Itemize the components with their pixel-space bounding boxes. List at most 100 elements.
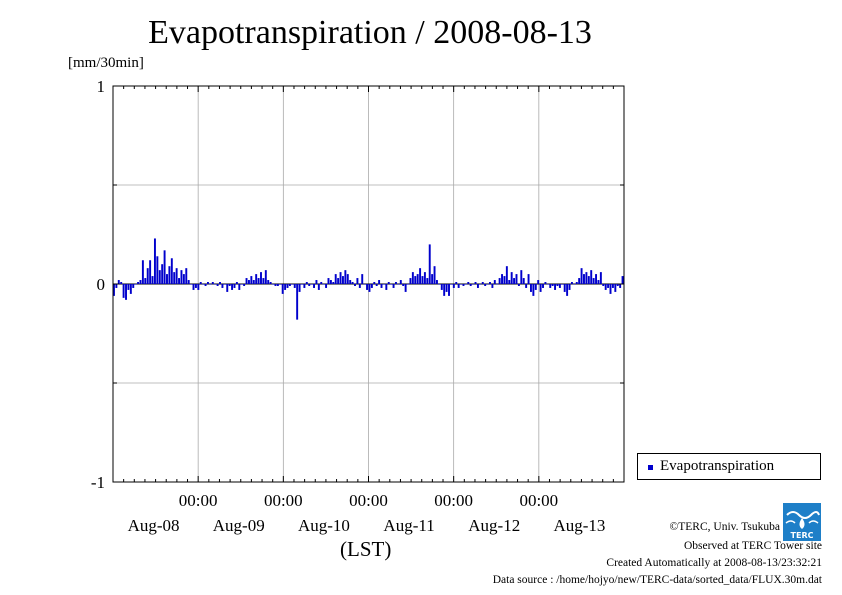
data-bar xyxy=(370,284,373,288)
data-bar xyxy=(354,284,356,286)
observed-text: Observed at TERC Tower site xyxy=(683,540,822,552)
data-bar xyxy=(175,268,178,284)
data-bar xyxy=(546,284,549,285)
data-bar xyxy=(568,284,571,290)
data-bar xyxy=(498,278,501,284)
data-bar xyxy=(274,284,277,286)
data-bar xyxy=(199,282,202,284)
data-bar xyxy=(421,276,424,284)
data-bar xyxy=(590,270,593,284)
data-bar xyxy=(580,268,583,284)
data-bar xyxy=(255,274,258,284)
data-bar xyxy=(542,284,544,288)
legend-swatch xyxy=(648,465,653,470)
data-bar xyxy=(269,282,272,284)
data-bar xyxy=(597,280,600,284)
data-bar xyxy=(298,284,301,292)
data-bar xyxy=(303,284,306,288)
x-date-label: Aug-12 xyxy=(468,516,520,535)
x-time-label: 00:00 xyxy=(179,491,218,510)
data-bar xyxy=(382,284,385,285)
data-bar xyxy=(211,282,214,284)
data-bar xyxy=(411,272,414,284)
data-bar xyxy=(235,282,238,284)
data-bar xyxy=(250,276,253,284)
data-bar xyxy=(479,284,482,285)
data-bar xyxy=(315,280,318,284)
data-bar xyxy=(170,258,173,284)
data-bar xyxy=(233,284,236,288)
data-bar xyxy=(604,284,607,290)
data-bar xyxy=(517,284,520,286)
data-bar xyxy=(616,284,619,286)
data-bar xyxy=(585,272,588,284)
data-bar xyxy=(575,282,578,284)
data-bar xyxy=(296,284,299,320)
data-bar xyxy=(332,282,335,284)
data-bar xyxy=(337,278,340,284)
data-bar xyxy=(117,280,120,284)
data-bar xyxy=(238,284,241,290)
data-bar xyxy=(317,284,320,290)
data-bar xyxy=(272,284,275,285)
data-bar xyxy=(115,284,118,288)
data-bar xyxy=(431,274,434,284)
data-bar xyxy=(180,270,183,284)
data-bar xyxy=(563,284,566,292)
x-time-label: 00:00 xyxy=(519,491,558,510)
x-date-label: Aug-10 xyxy=(298,516,350,535)
data-bar xyxy=(609,284,612,294)
data-bar xyxy=(168,266,171,284)
data-bar xyxy=(257,278,260,284)
data-bar xyxy=(120,282,123,284)
data-bar xyxy=(322,284,325,285)
data-bar xyxy=(614,284,617,292)
data-bar xyxy=(602,284,605,286)
data-bar xyxy=(153,238,156,284)
data-bar xyxy=(501,274,503,284)
data-bar xyxy=(166,274,168,284)
data-bar xyxy=(245,278,248,284)
data-bar xyxy=(356,278,359,284)
data-bar xyxy=(599,272,602,284)
data-bar xyxy=(489,282,491,284)
data-bar xyxy=(433,266,436,284)
x-date-label: Aug-09 xyxy=(213,516,265,535)
data-bar xyxy=(313,284,315,288)
data-bar xyxy=(554,284,557,290)
data-bar xyxy=(334,274,337,284)
data-bar xyxy=(392,284,395,288)
data-bar xyxy=(474,282,477,284)
data-bar xyxy=(561,284,564,285)
x-date-label: Aug-08 xyxy=(128,516,180,535)
data-bar xyxy=(113,284,115,296)
data-bar xyxy=(329,280,332,284)
data-bar xyxy=(141,260,144,284)
data-bar xyxy=(520,270,523,284)
data-bar xyxy=(419,268,422,284)
data-bar xyxy=(505,266,508,284)
data-bar xyxy=(513,278,516,284)
data-bar xyxy=(399,280,402,284)
data-bar xyxy=(194,284,197,288)
data-bar xyxy=(252,280,255,284)
data-bar xyxy=(583,274,585,284)
data-bar xyxy=(325,284,328,288)
data-bar xyxy=(363,284,366,285)
data-bar xyxy=(291,284,294,285)
data-bar xyxy=(450,284,453,285)
data-bar xyxy=(573,284,576,285)
data-bar xyxy=(469,284,472,286)
data-bar xyxy=(209,284,212,285)
data-bar xyxy=(240,284,243,285)
data-bar xyxy=(320,282,323,284)
data-bar xyxy=(368,284,371,292)
data-bar xyxy=(544,282,547,284)
created-text: Created Automatically at 2008-08-13/23:3… xyxy=(606,557,822,569)
data-bar xyxy=(264,270,267,284)
data-bar xyxy=(592,278,595,284)
data-bar xyxy=(607,284,610,288)
data-bar xyxy=(443,284,446,296)
data-bar xyxy=(158,270,161,284)
svg-text:TERC: TERC xyxy=(791,531,814,540)
